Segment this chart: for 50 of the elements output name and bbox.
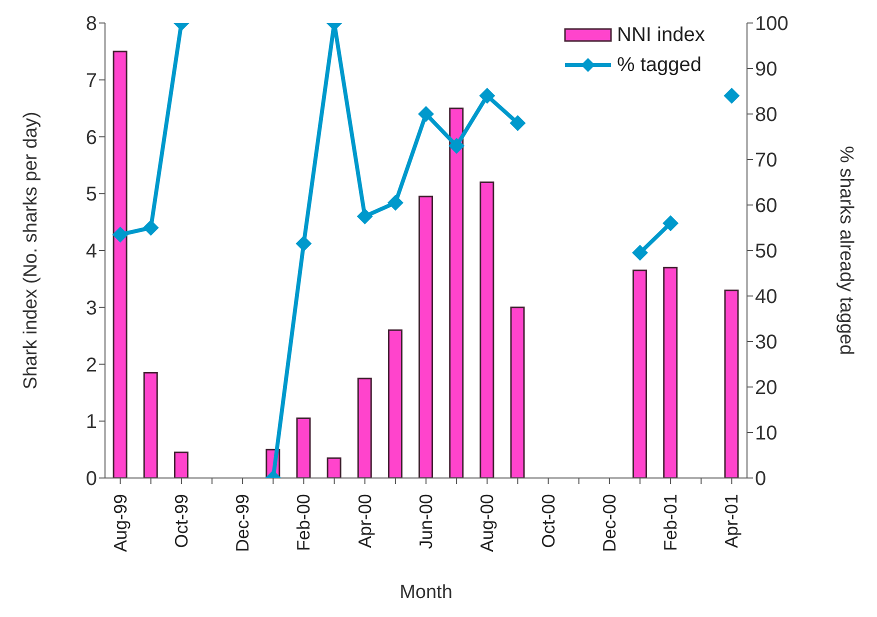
y2-tick-label: 80 [755, 104, 778, 126]
bar [143, 372, 158, 478]
y2-tick-label: 90 [755, 58, 778, 81]
x-tick-label: Aug-00 [477, 494, 498, 552]
y2-tick-label: 70 [755, 150, 778, 172]
x-tick-label: Feb-01 [660, 494, 681, 552]
y-axis-title: Shark index (No. sharks per day) [20, 112, 42, 390]
legend-label: NNI index [617, 24, 705, 46]
x-tick-label: Aug-99 [110, 494, 130, 552]
bar [326, 457, 342, 478]
bar [112, 50, 128, 478]
y-tick-label: 6 [86, 126, 97, 149]
x-tick-label: Dec-99 [232, 494, 253, 552]
y2-tick-label: 20 [755, 377, 778, 400]
x-tick-label: Feb-00 [294, 494, 314, 552]
y-tick-label: 0 [86, 468, 97, 490]
x-tick-label: Jun-00 [416, 494, 436, 550]
y-tick-label: 2 [86, 354, 97, 376]
x-axis-title: Month [400, 582, 452, 603]
y2-tick-label: 100 [755, 13, 788, 36]
y2-axis-title: % sharks already tagged [835, 146, 856, 356]
y-tick-label: 3 [86, 297, 97, 320]
y-tick-label: 8 [86, 13, 97, 36]
y-tick-label: 5 [86, 184, 97, 206]
y2-tick-label: 0 [755, 468, 766, 490]
x-tick-label: Apr-01 [722, 494, 742, 548]
bar [357, 378, 372, 478]
x-tick-label: Oct-00 [538, 494, 558, 548]
legend-label: % tagged [617, 54, 702, 76]
bar [449, 108, 464, 478]
bar [388, 329, 402, 478]
y-tick-label: 1 [86, 411, 97, 434]
bar [296, 418, 311, 478]
y2-tick-label: 30 [755, 332, 778, 354]
y2-tick-label: 50 [755, 240, 778, 263]
x-tick-label: Apr-00 [354, 494, 375, 548]
bar [510, 306, 525, 478]
y2-tick-label: 10 [755, 422, 778, 445]
bar [418, 196, 434, 478]
bar [663, 266, 678, 478]
bar [480, 182, 494, 478]
bar [174, 452, 188, 478]
bar [724, 290, 739, 478]
y2-tick-label: 60 [755, 195, 778, 218]
y-tick-label: 4 [86, 240, 97, 263]
x-tick-label: Oct-99 [171, 494, 192, 548]
y-tick-label: 7 [86, 70, 97, 92]
y2-tick-label: 40 [755, 286, 778, 308]
bar [632, 270, 648, 478]
x-tick-label: Dec-00 [599, 494, 620, 552]
